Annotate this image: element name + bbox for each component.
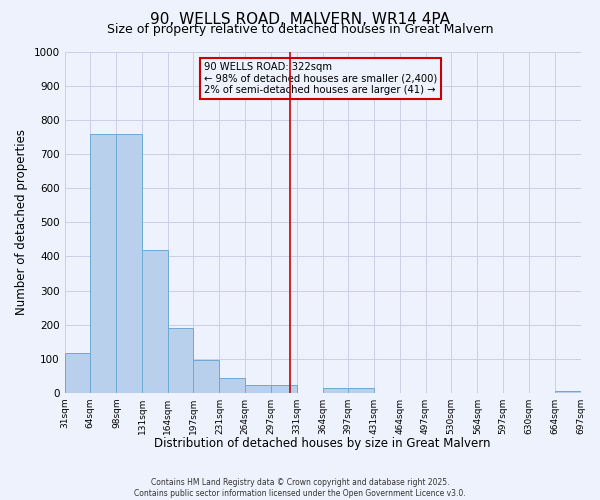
X-axis label: Distribution of detached houses by size in Great Malvern: Distribution of detached houses by size … — [154, 437, 491, 450]
Bar — [323, 388, 348, 393]
Bar — [271, 386, 297, 393]
Text: 90 WELLS ROAD: 322sqm
← 98% of detached houses are smaller (2,400)
2% of semi-de: 90 WELLS ROAD: 322sqm ← 98% of detached … — [204, 62, 437, 95]
Bar — [220, 378, 245, 393]
Bar — [116, 134, 142, 393]
Text: Contains HM Land Registry data © Crown copyright and database right 2025.
Contai: Contains HM Land Registry data © Crown c… — [134, 478, 466, 498]
Bar — [245, 386, 271, 393]
Bar — [65, 353, 90, 393]
Bar — [90, 134, 116, 393]
Text: Size of property relative to detached houses in Great Malvern: Size of property relative to detached ho… — [107, 22, 493, 36]
Bar — [167, 328, 193, 393]
Bar — [348, 388, 374, 393]
Bar — [555, 390, 581, 393]
Text: 90, WELLS ROAD, MALVERN, WR14 4PA: 90, WELLS ROAD, MALVERN, WR14 4PA — [150, 12, 450, 28]
Bar — [193, 360, 220, 393]
Y-axis label: Number of detached properties: Number of detached properties — [15, 129, 28, 315]
Bar — [142, 250, 167, 393]
